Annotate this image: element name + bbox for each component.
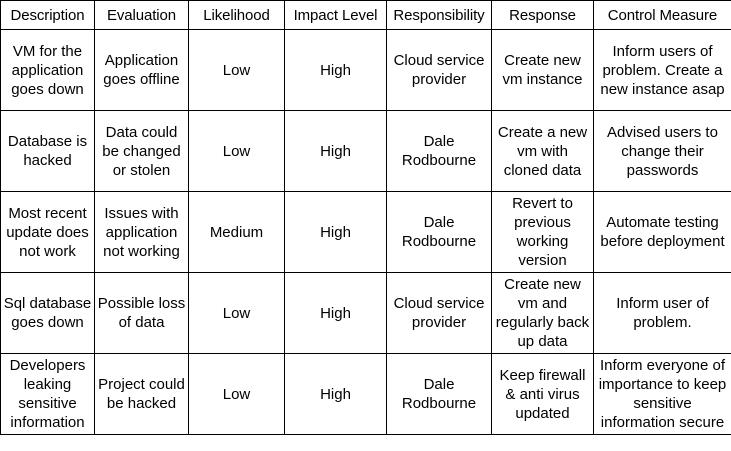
cell-responsibility: Cloud service provider [386,272,492,354]
table-row: Most recent update does not work Issues … [0,191,731,273]
risk-assessment-table: Description Evaluation Likelihood Impact… [0,0,731,435]
cell-control-measure: Automate testing before deployment [593,191,731,273]
cell-evaluation: Data could be changed or stolen [94,110,189,192]
cell-control-measure: Inform user of problem. [593,272,731,354]
cell-likelihood: Medium [188,191,285,273]
cell-control-measure: Advised users to change their passwords [593,110,731,192]
cell-control-measure: Inform users of problem. Create a new in… [593,29,731,111]
cell-likelihood: Low [188,29,285,111]
cell-description: Developers leaking sensitive information [0,353,95,435]
table-row: Database is hacked Data could be changed… [0,110,731,192]
header-impact-level: Impact Level [284,0,387,30]
cell-responsibility: Dale Rodbourne [386,191,492,273]
cell-evaluation: Project could be hacked [94,353,189,435]
cell-response: Create new vm instance [491,29,594,111]
cell-responsibility: Dale Rodbourne [386,110,492,192]
header-responsibility: Responsibility [386,0,492,30]
cell-description: Database is hacked [0,110,95,192]
cell-description: Sql database goes down [0,272,95,354]
header-likelihood: Likelihood [188,0,285,30]
cell-evaluation: Application goes offline [94,29,189,111]
cell-control-measure: Inform everyone of importance to keep se… [593,353,731,435]
cell-impact-level: High [284,272,387,354]
cell-response: Create a new vm with cloned data [491,110,594,192]
cell-evaluation: Issues with application not working [94,191,189,273]
header-response: Response [491,0,594,30]
cell-response: Keep firewall & anti virus updated [491,353,594,435]
cell-impact-level: High [284,191,387,273]
cell-likelihood: Low [188,110,285,192]
cell-responsibility: Cloud service provider [386,29,492,111]
table-row: Sql database goes down Possible loss of … [0,272,731,354]
table-row: Developers leaking sensitive information… [0,353,731,435]
cell-likelihood: Low [188,353,285,435]
cell-response: Revert to previous working version [491,191,594,273]
cell-evaluation: Possible loss of data [94,272,189,354]
header-control-measure: Control Measure [593,0,731,30]
cell-responsibility: Dale Rodbourne [386,353,492,435]
cell-likelihood: Low [188,272,285,354]
cell-impact-level: High [284,110,387,192]
cell-description: VM for the application goes down [0,29,95,111]
cell-response: Create new vm and regularly back up data [491,272,594,354]
header-row: Description Evaluation Likelihood Impact… [0,0,731,30]
header-evaluation: Evaluation [94,0,189,30]
cell-description: Most recent update does not work [0,191,95,273]
header-description: Description [0,0,95,30]
cell-impact-level: High [284,353,387,435]
cell-impact-level: High [284,29,387,111]
table-row: VM for the application goes down Applica… [0,29,731,111]
